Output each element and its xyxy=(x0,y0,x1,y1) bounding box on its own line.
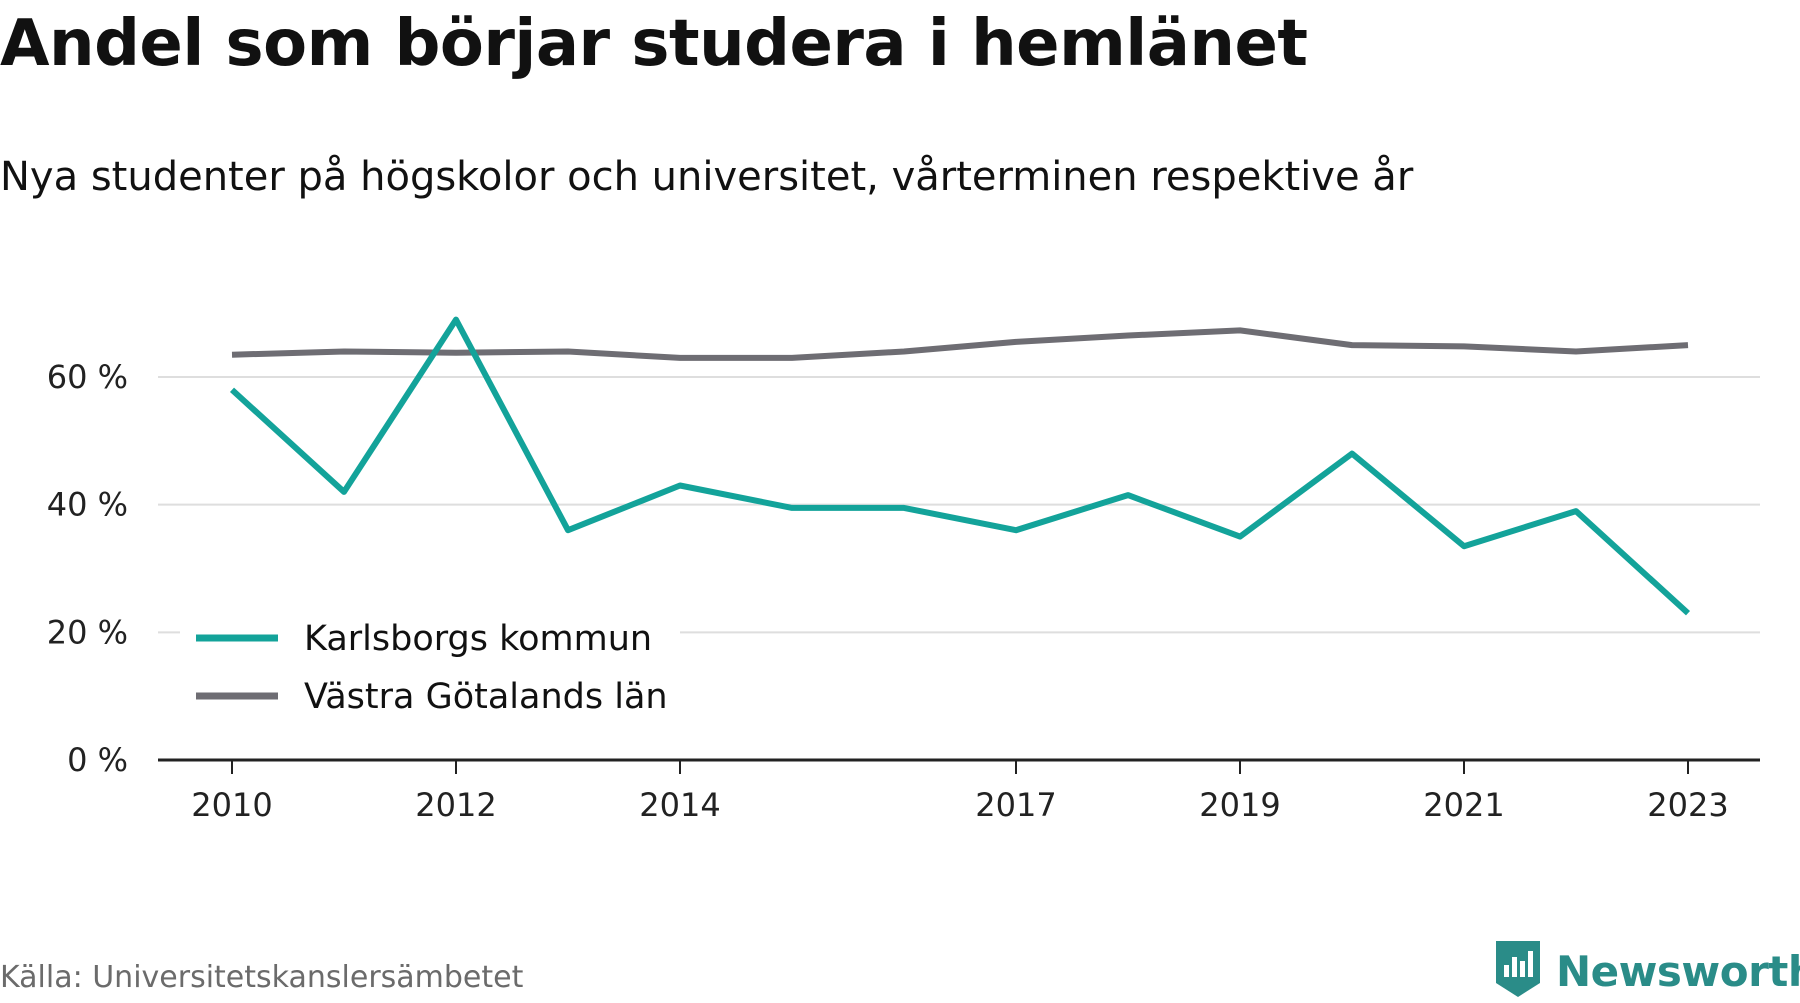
newsworthy-logo-icon xyxy=(1494,939,1542,1003)
x-axis-ticks: 2010 2012 2014 2017 2019 2021 2023 xyxy=(191,760,1729,824)
legend-label: Västra Götalands län xyxy=(304,677,668,717)
x-tick-label: 2010 xyxy=(191,786,272,824)
x-tick-label: 2023 xyxy=(1647,786,1728,824)
legend-background xyxy=(180,610,680,730)
brand-logo: Newsworthy xyxy=(1494,940,1800,1002)
brand-name: Newsworthy xyxy=(1556,946,1800,996)
legend: Karlsborgs kommun Västra Götalands län xyxy=(180,610,680,730)
chart-title: Andel som börjar studera i hemlänet xyxy=(0,7,1308,81)
y-tick-label: 0 % xyxy=(67,741,128,779)
chart-subtitle: Nya studenter på högskolor och universit… xyxy=(0,154,1414,200)
series-line-vastra-gotalands-lan xyxy=(231,327,1689,361)
x-tick-label: 2012 xyxy=(415,786,496,824)
x-tick-label: 2017 xyxy=(975,786,1056,824)
x-tick-label: 2014 xyxy=(639,786,720,824)
source-note: Källa: Universitetskanslersämbetet xyxy=(0,960,524,995)
series-layer xyxy=(229,316,1691,616)
series-line-karlsborgs-kommun xyxy=(229,316,1691,616)
y-tick-label: 40 % xyxy=(47,486,128,524)
grid-layer xyxy=(158,376,1760,634)
legend-label: Karlsborgs kommun xyxy=(304,619,652,659)
x-tick-label: 2019 xyxy=(1199,786,1280,824)
x-tick-label: 2021 xyxy=(1423,786,1504,824)
y-tick-label: 60 % xyxy=(47,358,128,396)
y-tick-label: 20 % xyxy=(47,613,128,651)
y-axis-ticks: 0 % 20 % 40 % 60 % xyxy=(47,358,128,779)
